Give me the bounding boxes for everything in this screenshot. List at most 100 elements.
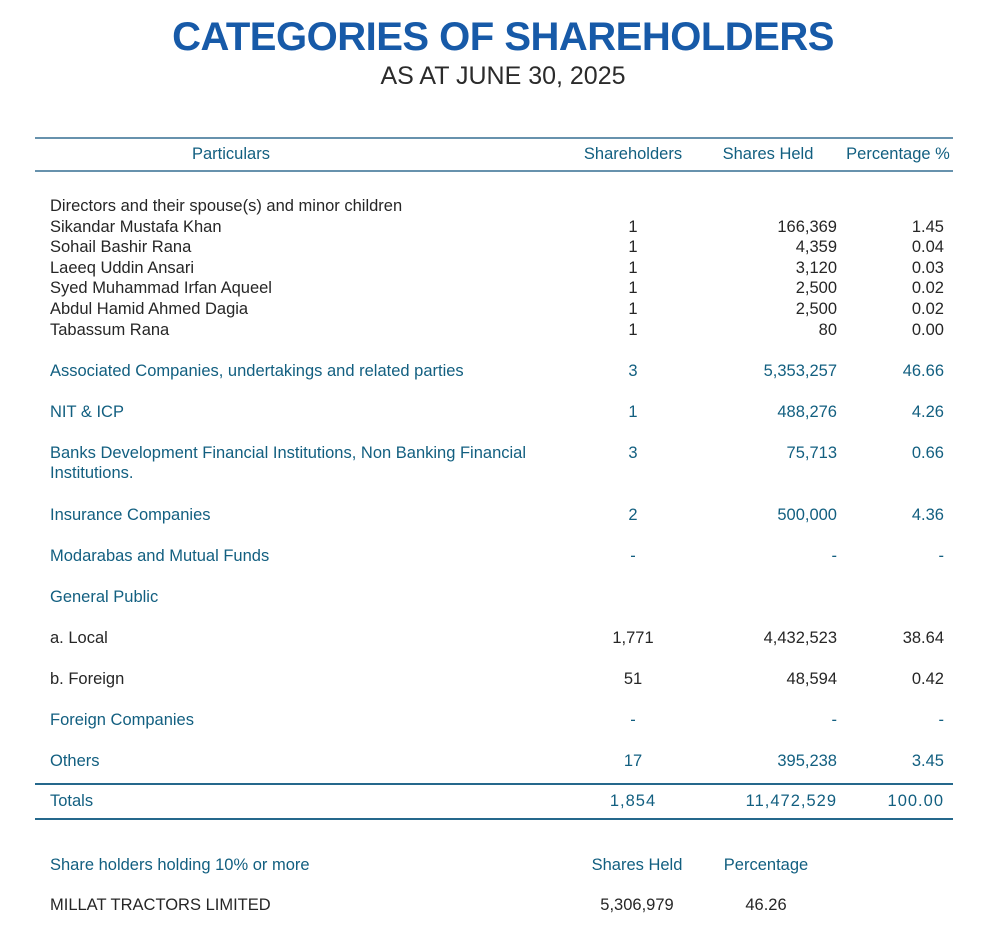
major-shareholder-percentage: 46.26 bbox=[745, 895, 787, 914]
row-shares-held: 500,000 bbox=[777, 505, 837, 524]
row-shareholders: 3 bbox=[628, 443, 638, 462]
page-title: CATEGORIES OF SHAREHOLDERS bbox=[172, 15, 834, 59]
row-label: b. Foreign bbox=[50, 669, 125, 688]
shareholders-table: Particulars Shareholders Shares Held Per… bbox=[35, 137, 953, 820]
row-shareholders: 1 bbox=[628, 402, 638, 421]
page-subtitle: AS AT JUNE 30, 2025 bbox=[380, 62, 626, 90]
row-label: Directors and their spouse(s) and minor … bbox=[50, 197, 403, 215]
row-shares-held: 3,120 bbox=[795, 258, 837, 277]
row-label: Sikandar Mustafa Khan bbox=[50, 217, 222, 236]
major-header-percentage: Percentage bbox=[723, 855, 809, 874]
table-row-directors-group: Directors and their spouse(s) and minor … bbox=[35, 196, 953, 217]
row-percentage: 3.45 bbox=[911, 752, 944, 771]
row-shares-held: 2,500 bbox=[795, 299, 837, 318]
row-label: Syed Muhammad Irfan Aqueel bbox=[50, 279, 272, 298]
row-percentage: 0.02 bbox=[911, 299, 944, 318]
row-shareholders: - bbox=[630, 546, 636, 565]
row-shares-held: 5,353,257 bbox=[763, 361, 837, 380]
row-shares-held: 166,369 bbox=[777, 217, 837, 236]
row-shareholders: - bbox=[630, 711, 636, 729]
row-percentage: 46.66 bbox=[902, 361, 944, 380]
row-label: a. Local bbox=[50, 628, 108, 647]
row-label: Tabassum Rana bbox=[50, 320, 170, 339]
row-label: Associated Companies, undertakings and r… bbox=[50, 361, 464, 380]
row-shareholders: 1 bbox=[628, 258, 638, 277]
row-label: Others bbox=[50, 752, 100, 771]
row-percentage: 0.66 bbox=[911, 443, 944, 462]
table-row-category: Associated Companies, undertakings and r… bbox=[35, 361, 953, 382]
row-percentage: 0.03 bbox=[911, 258, 944, 277]
table-row-director: Syed Muhammad Irfan Aqueel 1 2,500 0.02 bbox=[35, 278, 953, 299]
row-shareholders: 1 bbox=[628, 238, 638, 257]
row-percentage: 4.26 bbox=[911, 402, 944, 421]
table-row-category: Banks Development Financial Institutions… bbox=[35, 443, 953, 484]
header-shareholders: Shareholders bbox=[583, 145, 683, 163]
row-shares-held: 80 bbox=[818, 320, 837, 339]
row-percentage: 4.36 bbox=[911, 505, 944, 524]
row-shares-held: 75,713 bbox=[786, 443, 837, 462]
row-shareholders: 51 bbox=[623, 669, 643, 688]
major-shareholders-header-row: Share holders holding 10% or more Shares… bbox=[35, 855, 953, 874]
table-row-director: Tabassum Rana 1 80 0.00 bbox=[35, 320, 953, 341]
row-shares-held: - bbox=[831, 711, 838, 729]
row-label: Modarabas and Mutual Funds bbox=[50, 546, 270, 565]
major-shareholders-section: Share holders holding 10% or more Shares… bbox=[35, 855, 953, 914]
header-shares-held: Shares Held bbox=[722, 145, 814, 163]
row-label: Abdul Hamid Ahmed Dagia bbox=[50, 299, 249, 318]
header-particulars: Particulars bbox=[192, 145, 270, 163]
row-shareholders: 3 bbox=[628, 361, 638, 380]
row-shares-held: 4,359 bbox=[795, 238, 837, 257]
table-totals-row: Totals 1,854 11,472,529 100.00 bbox=[35, 782, 953, 820]
major-shareholders-section-label: Share holders holding 10% or more bbox=[50, 855, 310, 874]
row-label: Foreign Companies bbox=[50, 711, 194, 729]
row-shareholders: 2 bbox=[628, 505, 638, 524]
row-percentage: 0.04 bbox=[911, 238, 944, 257]
table-row-category: Insurance Companies 2 500,000 4.36 bbox=[35, 505, 953, 526]
row-shares-held: 4,432,523 bbox=[763, 628, 837, 647]
major-shareholder-name: MILLAT TRACTORS LIMITED bbox=[50, 895, 271, 914]
row-shareholders: 1 bbox=[628, 217, 638, 236]
row-label: NIT & ICP bbox=[50, 402, 124, 421]
row-percentage: - bbox=[938, 711, 945, 729]
row-shares-held: 395,238 bbox=[777, 752, 837, 771]
row-shareholders: 17 bbox=[623, 752, 643, 771]
table-row-director: Laeeq Uddin Ansari 1 3,120 0.03 bbox=[35, 258, 953, 279]
row-percentage: 0.00 bbox=[911, 320, 944, 339]
totals-label: Totals bbox=[50, 791, 94, 810]
row-percentage: 38.64 bbox=[902, 628, 944, 647]
table-row-director: Sikandar Mustafa Khan 1 166,369 1.45 bbox=[35, 217, 953, 238]
row-percentage: - bbox=[938, 546, 945, 565]
table-row-category: General Public bbox=[35, 587, 953, 608]
table-row-category: Modarabas and Mutual Funds - - - bbox=[35, 546, 953, 567]
row-label: Laeeq Uddin Ansari bbox=[50, 258, 195, 277]
row-label: General Public bbox=[50, 587, 159, 606]
row-shareholders: 1 bbox=[628, 299, 638, 318]
row-shares-held: - bbox=[831, 546, 838, 565]
row-percentage: 0.42 bbox=[911, 669, 944, 688]
row-percentage: 1.45 bbox=[911, 217, 944, 236]
totals-shares-held: 11,472,529 bbox=[745, 791, 837, 810]
table-row-category: Others 17 395,238 3.45 bbox=[35, 751, 953, 772]
major-header-shares-held: Shares Held bbox=[591, 855, 683, 874]
totals-percentage: 100.00 bbox=[887, 791, 944, 810]
major-shareholder-shares-held: 5,306,979 bbox=[600, 895, 674, 914]
row-shareholders: 1 bbox=[628, 279, 638, 298]
table-body: Directors and their spouse(s) and minor … bbox=[35, 172, 953, 772]
table-row-public-local: a. Local 1,771 4,432,523 38.64 bbox=[35, 628, 953, 649]
row-label: Banks Development Financial Institutions… bbox=[50, 443, 527, 483]
table-row-director: Sohail Bashir Rana 1 4,359 0.04 bbox=[35, 237, 953, 258]
table-row-public-foreign: b. Foreign 51 48,594 0.42 bbox=[35, 669, 953, 690]
table-row-director: Abdul Hamid Ahmed Dagia 1 2,500 0.02 bbox=[35, 299, 953, 320]
row-label: Insurance Companies bbox=[50, 505, 211, 524]
header-percentage: Percentage % bbox=[846, 145, 950, 163]
table-row-category: Foreign Companies - - - bbox=[35, 710, 953, 731]
row-shareholders: 1 bbox=[628, 320, 638, 339]
row-shareholders: 1,771 bbox=[612, 628, 654, 647]
table-row-category: NIT & ICP 1 488,276 4.26 bbox=[35, 402, 953, 423]
row-shares-held: 2,500 bbox=[795, 279, 837, 298]
major-shareholder-row: MILLAT TRACTORS LIMITED 5,306,979 46.26 bbox=[35, 895, 953, 914]
row-shares-held: 48,594 bbox=[786, 669, 837, 688]
row-percentage: 0.02 bbox=[911, 279, 944, 298]
table-header-row: Particulars Shareholders Shares Held Per… bbox=[35, 137, 953, 172]
